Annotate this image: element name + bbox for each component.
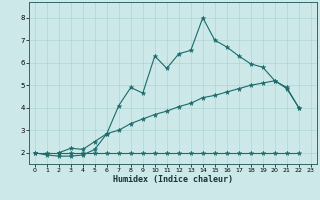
X-axis label: Humidex (Indice chaleur): Humidex (Indice chaleur) — [113, 175, 233, 184]
